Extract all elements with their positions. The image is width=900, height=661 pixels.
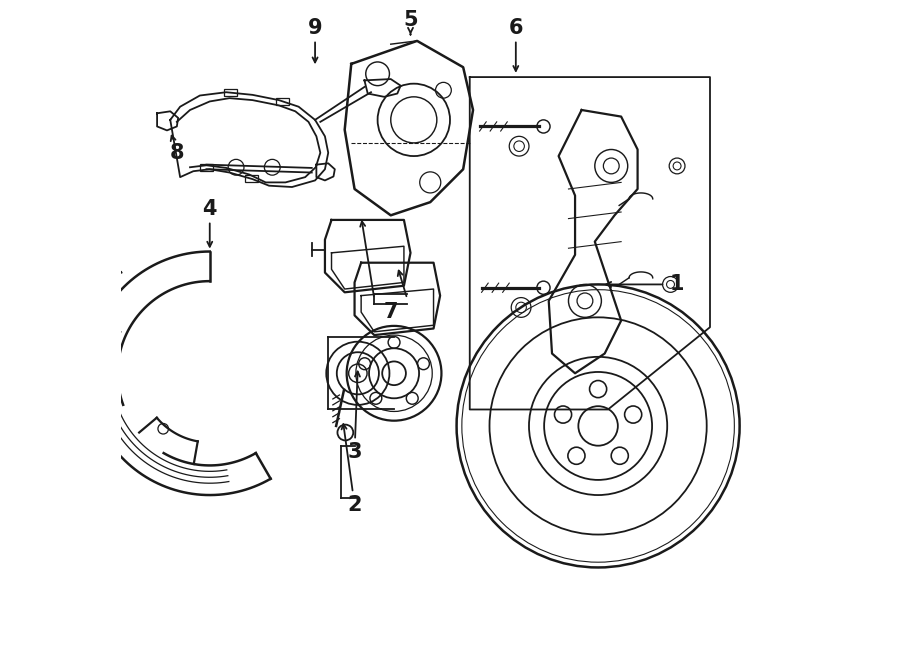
Text: 8: 8: [169, 143, 184, 163]
Circle shape: [338, 424, 353, 440]
Text: 5: 5: [403, 10, 418, 30]
Text: 3: 3: [347, 442, 362, 462]
Text: 7: 7: [383, 302, 398, 322]
Text: 6: 6: [508, 18, 523, 38]
Text: 2: 2: [347, 495, 362, 515]
Text: 1: 1: [670, 274, 684, 294]
Text: 9: 9: [308, 18, 322, 38]
Bar: [200, 164, 213, 171]
Bar: [275, 98, 289, 104]
Bar: [245, 175, 257, 182]
Bar: [224, 89, 238, 96]
Text: 4: 4: [202, 199, 217, 219]
